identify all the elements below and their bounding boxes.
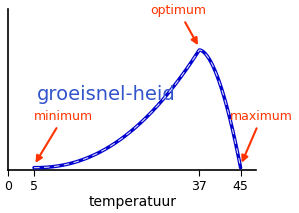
- X-axis label: temperatuur: temperatuur: [88, 195, 176, 209]
- Text: maximum: maximum: [230, 110, 293, 161]
- Text: groeisnel­heid: groeisnel­heid: [36, 85, 175, 104]
- Text: optimum: optimum: [151, 4, 207, 43]
- Text: minimum: minimum: [34, 110, 93, 161]
